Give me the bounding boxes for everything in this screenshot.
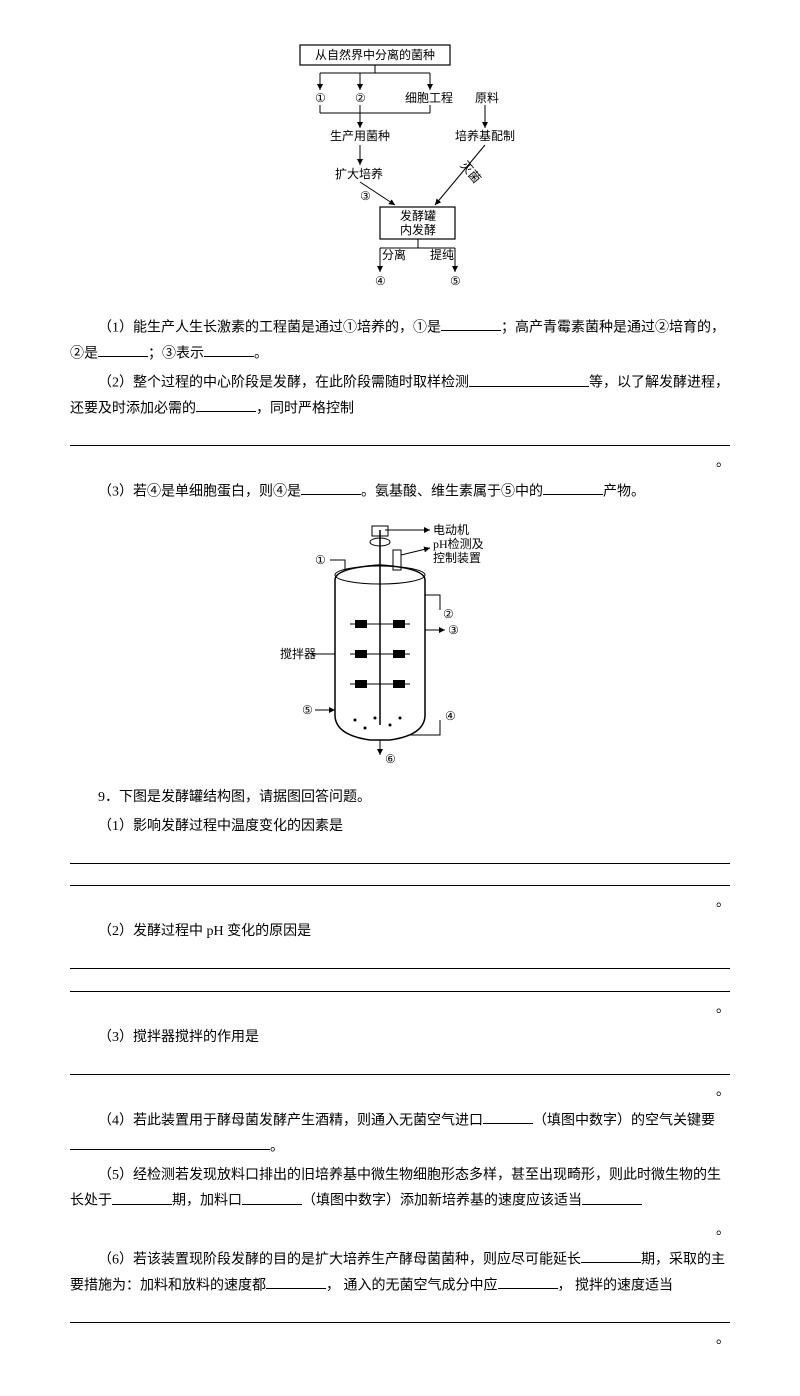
ferment-box-text2: 内发酵 bbox=[400, 222, 436, 237]
blank-line-7 bbox=[70, 1302, 730, 1323]
flowchart-diagram: text { font-family: SimSun, serif; font-… bbox=[260, 40, 540, 300]
q1-3: （3）若④是单细胞蛋白，则④是 。氨基酸、维生素属于⑤中的 产物。 bbox=[70, 479, 730, 505]
q9-6a: （6）若该装置现阶段发酵的目的是扩大培养生产酵母菌菌种，则应尽可能延长 bbox=[98, 1252, 581, 1267]
q1-3a: （3）若④是单细胞蛋白，则④是 bbox=[98, 484, 301, 499]
motor-label: 电动机 bbox=[433, 523, 469, 537]
q9-6: （6）若该装置现阶段发酵的目的是扩大培养生产酵母菌菌种，则应尽可能延长期，采取的… bbox=[70, 1247, 730, 1298]
q1-3b: 。氨基酸、维生素属于⑤中的 bbox=[361, 484, 543, 499]
prod-strain-text: 生产用菌种 bbox=[330, 129, 390, 143]
ferment-box-text1: 发酵罐 bbox=[400, 208, 436, 223]
label-3: ③ bbox=[448, 623, 459, 637]
ph-label-1: pH检测及 bbox=[433, 536, 484, 551]
blank-line-2 bbox=[70, 843, 730, 864]
blank-line-5 bbox=[70, 971, 730, 992]
blank-end-5: 。 bbox=[70, 1218, 730, 1243]
blank-line-3 bbox=[70, 866, 730, 887]
q9-1: （1）影响发酵过程中温度变化的因素是 bbox=[70, 814, 730, 839]
q9-6d: ， 搅拌的速度适当 bbox=[558, 1278, 674, 1293]
q9-2: （2）发酵过程中 pH 变化的原因是 bbox=[70, 919, 730, 944]
q9-4a: （4）若此装置用于酵母菌发酵产生酒精，则通入无菌空气进口 bbox=[98, 1113, 483, 1128]
q1-2a: （2）整个过程的中心阶段是发酵，在此阶段需随时取样检测 bbox=[98, 376, 469, 391]
q1-1a: （1）能生产人生长激素的工程菌是通过①培养的，①是 bbox=[98, 320, 441, 335]
separate-text: 分离 bbox=[382, 247, 406, 262]
q9-3: （3）搅拌器搅拌的作用是 bbox=[70, 1025, 730, 1050]
medium-prep-text: 培养基配制 bbox=[455, 128, 515, 143]
expand-text: 扩大培养 bbox=[335, 166, 383, 181]
label-1: ① bbox=[315, 553, 326, 567]
circle-4: ④ bbox=[375, 274, 386, 288]
circle-1: ① bbox=[315, 91, 326, 105]
blank-end-3: 。 bbox=[70, 996, 730, 1021]
purify-text: 提纯 bbox=[430, 247, 454, 262]
circle-2: ② bbox=[355, 91, 366, 105]
blank-end-4: 。 bbox=[70, 1079, 730, 1104]
label-2: ② bbox=[443, 607, 454, 621]
blank-line-4 bbox=[70, 949, 730, 970]
q9-4b: （填图中数字）的空气关键要 bbox=[533, 1113, 715, 1128]
q9-5: （5）经检测若发现放料口排出的旧培养基中微生物细胞形态多样，甚至出现畸形，则此时… bbox=[70, 1163, 730, 1214]
ph-label-2: 控制装置 bbox=[433, 551, 481, 565]
q9-5b: 期，加料口 bbox=[172, 1194, 242, 1209]
q9-5c: （填图中数字）添加新培养基的速度应该适当 bbox=[302, 1194, 582, 1209]
q1-1: （1）能生产人生长激素的工程菌是通过①培养的，①是；高产青霉素菌种是通过②培育的… bbox=[70, 315, 730, 366]
top-box-text: 从自然界中分离的菌种 bbox=[315, 47, 435, 62]
circle-3: ③ bbox=[360, 189, 371, 203]
sterilize-text: 灭菌 bbox=[457, 158, 483, 185]
q1-1c: ；③表示 bbox=[148, 346, 204, 361]
q1-2c: ，同时严格控制 bbox=[256, 401, 354, 416]
q9-4: （4）若此装置用于酵母菌发酵产生酒精，则通入无菌空气进口 （填图中数字）的空气关键… bbox=[70, 1108, 730, 1159]
label-6: ⑥ bbox=[385, 752, 396, 766]
blank-line-6 bbox=[70, 1054, 730, 1075]
fermentation-tank-diagram: text { font-family: SimSun, serif; font-… bbox=[280, 520, 520, 770]
label-4: ④ bbox=[445, 709, 456, 723]
blank-end-6: 。 bbox=[70, 1327, 730, 1352]
blank-end-2: 。 bbox=[70, 890, 730, 915]
q1-2: （2）整个过程的中心阶段是发酵，在此阶段需随时取样检测等，以了解发酵进程，还要及… bbox=[70, 370, 730, 421]
cell-eng-text: 细胞工程 bbox=[405, 90, 453, 105]
raw-text: 原料 bbox=[475, 91, 499, 105]
circle-5: ⑤ bbox=[450, 274, 461, 288]
q1-3c: 产物。 bbox=[603, 484, 645, 499]
q9-title: 9．下图是发酵罐结构图，请据图回答问题。 bbox=[70, 785, 730, 810]
q9-6c: ， 通入的无菌空气成分中应 bbox=[326, 1278, 498, 1293]
label-5: ⑤ bbox=[302, 703, 313, 717]
blank-line-1 bbox=[70, 425, 730, 446]
stirrer-label: 搅拌器 bbox=[280, 646, 316, 661]
blank-end-1: 。 bbox=[70, 450, 730, 475]
